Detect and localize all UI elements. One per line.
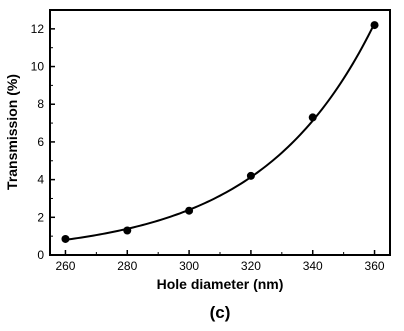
data-point [370, 21, 379, 30]
y-tick-label: 2 [37, 210, 44, 224]
x-tick-label: 280 [117, 259, 137, 273]
y-tick-label: 6 [37, 135, 44, 149]
data-point [185, 206, 194, 215]
data-point [308, 113, 317, 122]
x-tick-label: 320 [241, 259, 261, 273]
x-tick-label: 340 [303, 259, 323, 273]
y-tick-label: 4 [37, 173, 44, 187]
data-point [123, 226, 132, 235]
fit-curve [65, 22, 376, 241]
panel-label: (c) [210, 303, 231, 322]
data-point [246, 171, 255, 180]
y-tick-label: 0 [37, 248, 44, 262]
x-tick-label: 260 [55, 259, 75, 273]
data-point [61, 234, 70, 243]
y-tick-label: 8 [37, 97, 44, 111]
y-axis-title: Transmission (%) [4, 74, 20, 190]
x-tick-label: 300 [179, 259, 199, 273]
y-axis-ticks: 0 2 4 6 8 10 12 [31, 22, 55, 262]
y-tick-label: 10 [31, 60, 45, 74]
x-axis-ticks: 260 280 300 320 340 360 [55, 250, 385, 273]
data-points [61, 21, 379, 243]
x-tick-label: 360 [365, 259, 385, 273]
plot-frame [49, 9, 391, 256]
x-axis-title: Hole diameter (nm) [157, 276, 284, 292]
y-tick-label: 12 [31, 22, 45, 36]
